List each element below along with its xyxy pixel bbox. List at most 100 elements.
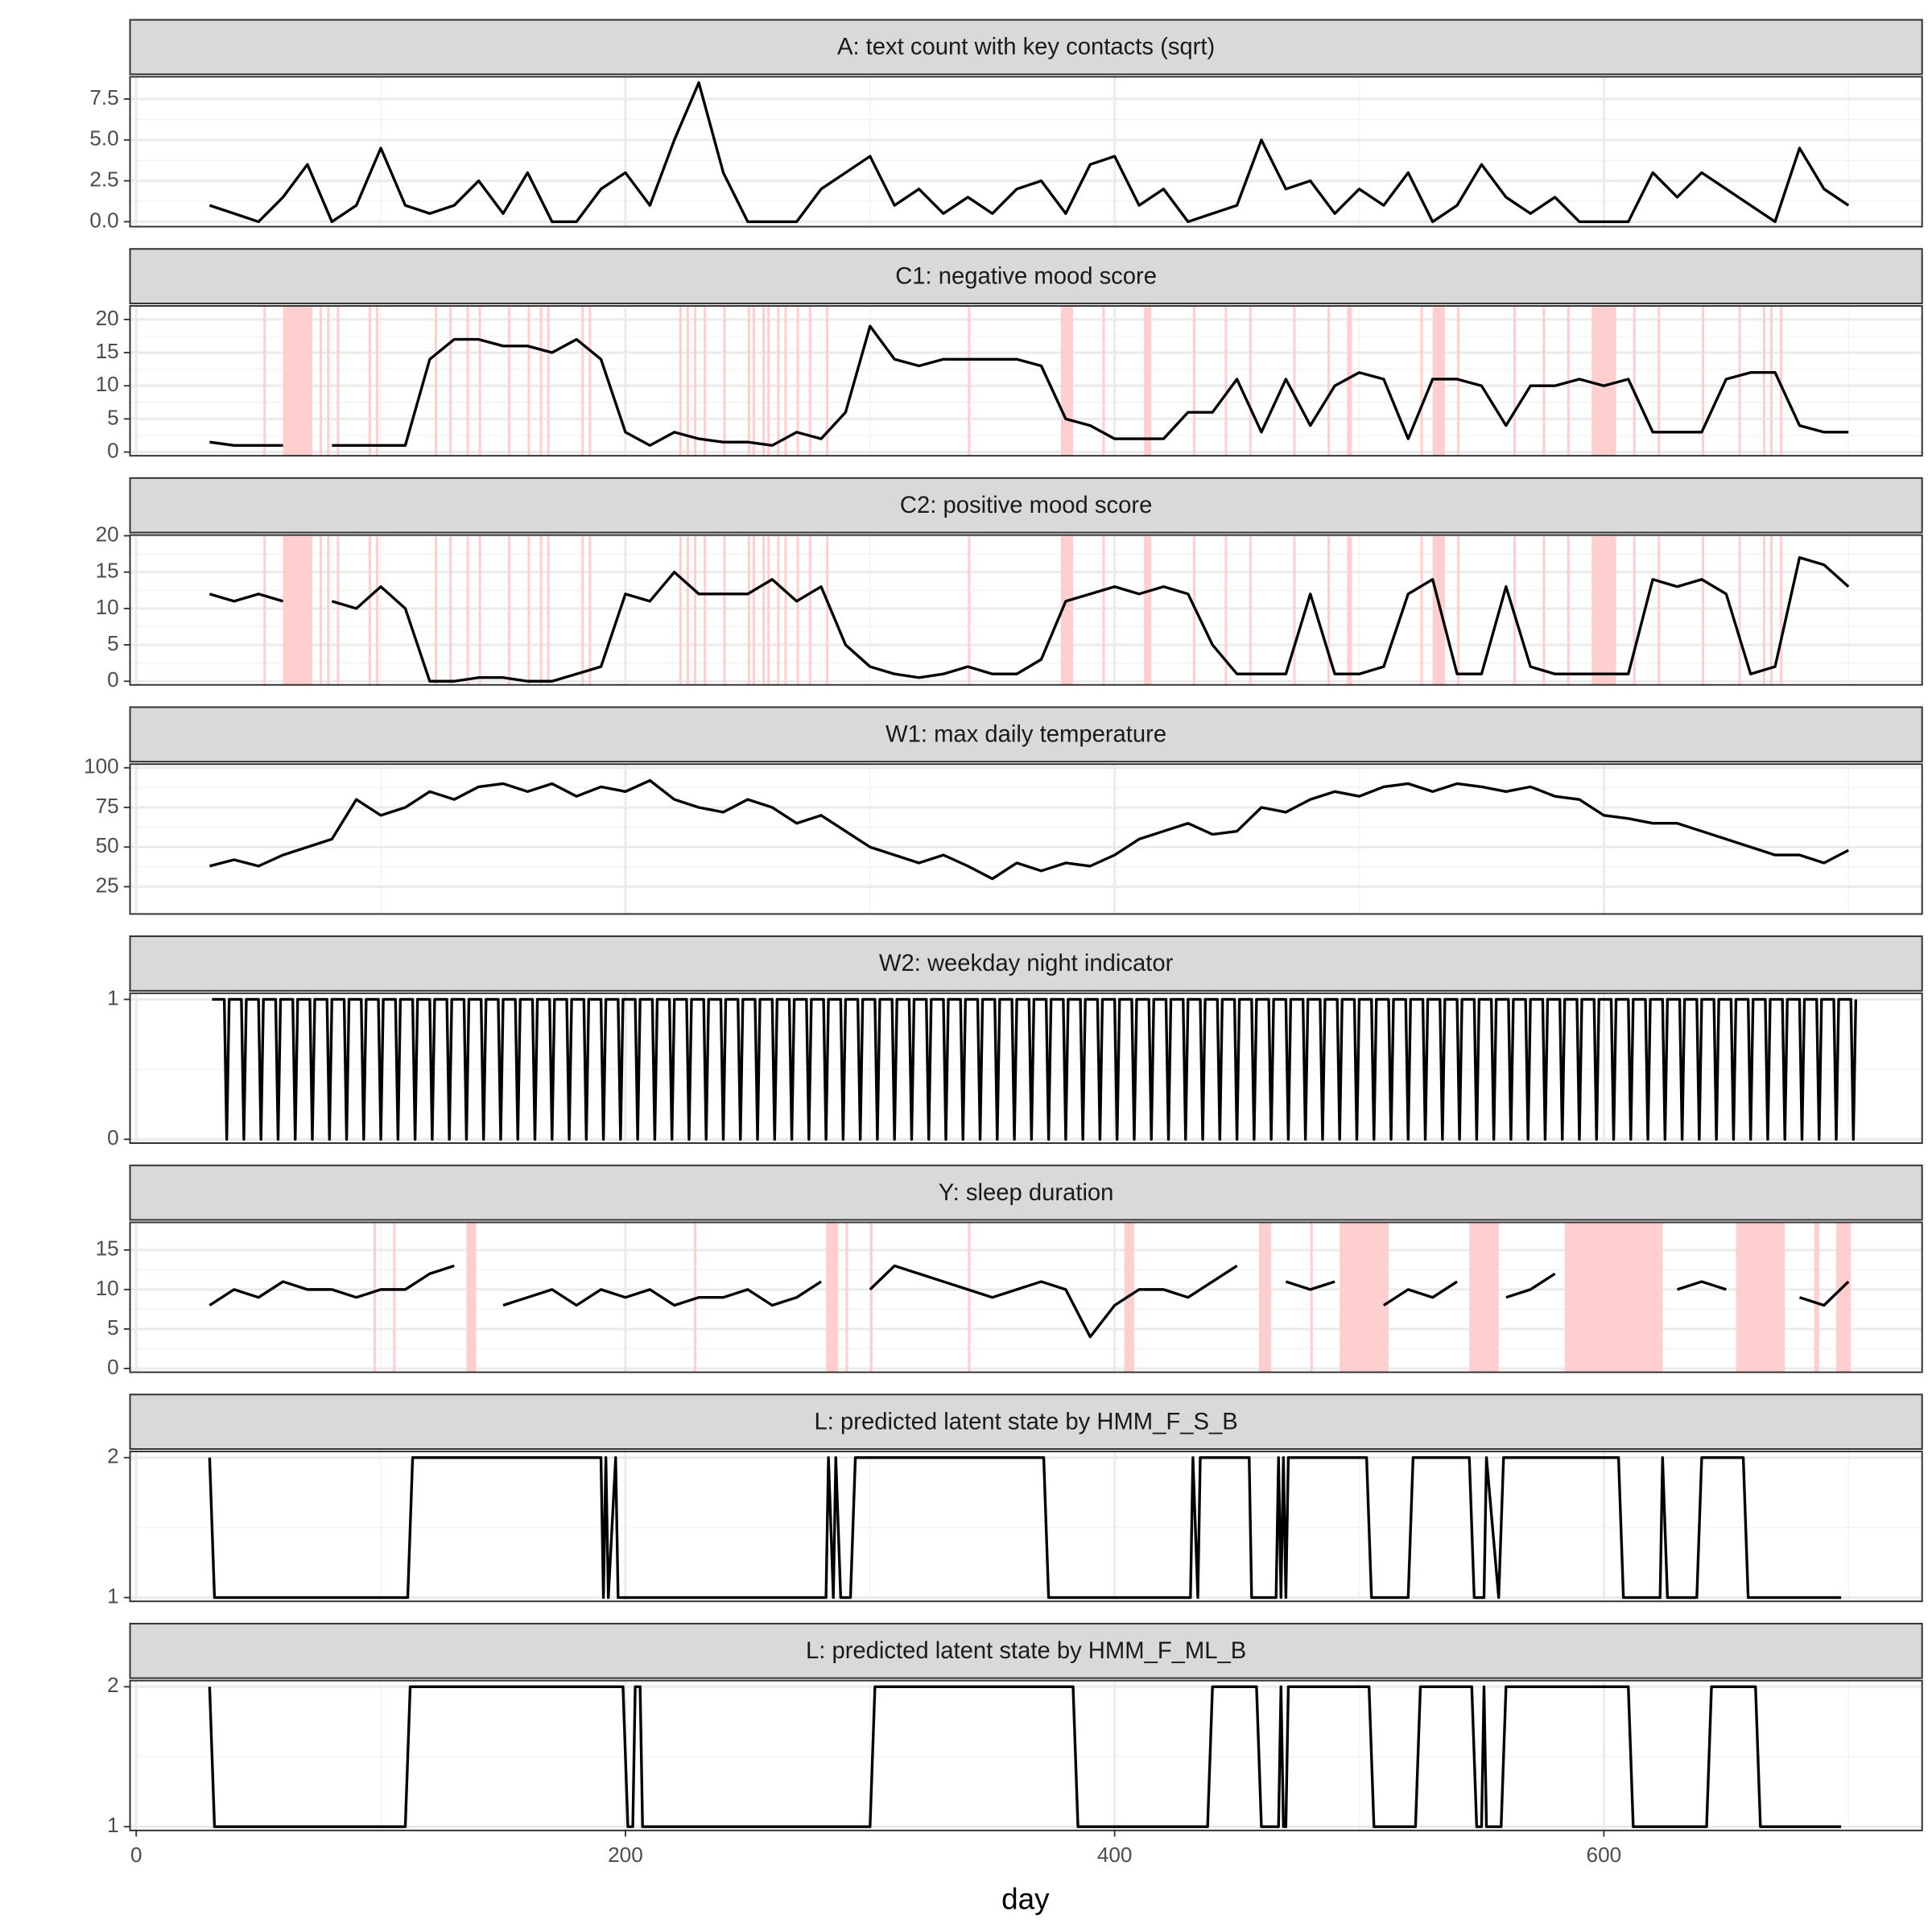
shaded-band bbox=[808, 535, 811, 685]
panel-title: Y: sleep duration bbox=[939, 1180, 1114, 1206]
shaded-band bbox=[1513, 535, 1516, 685]
y-tick-label: 15 bbox=[96, 339, 119, 363]
shaded-band bbox=[1144, 306, 1152, 456]
shaded-band bbox=[1542, 535, 1546, 685]
shaded-band bbox=[368, 306, 371, 456]
shaded-band bbox=[826, 1222, 839, 1373]
shaded-band bbox=[1633, 306, 1636, 456]
strip bbox=[129, 477, 1923, 534]
shaded-band bbox=[478, 535, 481, 685]
shaded-band bbox=[1310, 1222, 1313, 1373]
panel-border bbox=[129, 534, 1923, 686]
shaded-band bbox=[747, 535, 750, 685]
shaded-band bbox=[808, 306, 811, 456]
shaded-band bbox=[1769, 306, 1773, 456]
shaded-band bbox=[1347, 535, 1352, 685]
shaded-band bbox=[547, 306, 550, 456]
data-line bbox=[208, 778, 1850, 881]
strip bbox=[129, 19, 1923, 76]
shaded-band bbox=[686, 306, 689, 456]
shaded-band bbox=[1102, 306, 1105, 456]
strip bbox=[129, 1164, 1923, 1221]
plot-background bbox=[130, 1451, 1922, 1602]
shaded-band bbox=[1564, 1222, 1663, 1373]
shaded-band bbox=[336, 306, 340, 456]
shaded-band bbox=[434, 306, 437, 456]
strip bbox=[129, 248, 1923, 304]
y-tick-label: 5.0 bbox=[89, 126, 118, 151]
shaded-band bbox=[320, 535, 323, 685]
shaded-band bbox=[466, 1222, 477, 1373]
shaded-band bbox=[1814, 1222, 1819, 1373]
data-line bbox=[208, 1685, 1842, 1828]
y-tick-label: 10 bbox=[96, 1276, 119, 1300]
shaded-band bbox=[466, 306, 469, 456]
panel-title: A: text count with key contacts (sqrt) bbox=[837, 35, 1215, 60]
shaded-band bbox=[1224, 535, 1228, 685]
shaded-band bbox=[1738, 306, 1741, 456]
panel-title: W1: max daily temperature bbox=[886, 722, 1166, 748]
shaded-band bbox=[1457, 535, 1460, 685]
shaded-band bbox=[1633, 535, 1636, 685]
shaded-band bbox=[376, 306, 379, 456]
shaded-band bbox=[762, 535, 766, 685]
shaded-band bbox=[588, 306, 592, 456]
y-tick-label: 2 bbox=[107, 1673, 119, 1697]
shaded-band bbox=[539, 306, 543, 456]
shaded-band bbox=[263, 535, 266, 685]
panel-border bbox=[129, 1679, 1923, 1831]
y-tick-label: 0 bbox=[107, 1125, 119, 1150]
shaded-band bbox=[1102, 535, 1105, 685]
shaded-band bbox=[1293, 306, 1296, 456]
shaded-band bbox=[968, 306, 971, 456]
data-line bbox=[209, 324, 1849, 447]
shaded-band bbox=[1469, 1222, 1499, 1373]
y-tick-label: 1 bbox=[107, 1813, 119, 1837]
y-tick-label: 15 bbox=[96, 1236, 119, 1261]
y-tick-label: 75 bbox=[96, 794, 119, 818]
shaded-band bbox=[777, 306, 780, 456]
plot-background bbox=[130, 535, 1922, 685]
plot-background bbox=[130, 1680, 1922, 1831]
shaded-band bbox=[1420, 535, 1423, 685]
shaded-band bbox=[1762, 306, 1765, 456]
shaded-band bbox=[466, 535, 469, 685]
shaded-band bbox=[327, 535, 330, 685]
shaded-band bbox=[434, 535, 437, 685]
y-tick-label: 10 bbox=[96, 595, 119, 619]
y-tick-label: 1 bbox=[107, 985, 119, 1009]
shaded-band bbox=[784, 535, 787, 685]
shaded-band bbox=[1657, 535, 1661, 685]
shaded-band bbox=[767, 535, 770, 685]
panel-border bbox=[129, 1451, 1923, 1603]
shaded-band bbox=[527, 535, 530, 685]
shaded-band bbox=[826, 306, 829, 456]
shaded-band bbox=[1432, 306, 1445, 456]
x-tick-label: 400 bbox=[1097, 1843, 1133, 1867]
shaded-band bbox=[1701, 306, 1704, 456]
shaded-band bbox=[694, 306, 697, 456]
shaded-band bbox=[1144, 535, 1152, 685]
shaded-band bbox=[1542, 306, 1546, 456]
shaded-band bbox=[968, 535, 971, 685]
panel-border bbox=[129, 76, 1923, 228]
y-tick-label: 5 bbox=[107, 1315, 119, 1340]
shaded-band bbox=[1340, 1222, 1389, 1373]
shaded-band bbox=[723, 535, 726, 685]
shaded-band bbox=[508, 535, 511, 685]
x-tick-label: 0 bbox=[130, 1843, 142, 1867]
plot-background bbox=[130, 764, 1922, 914]
shaded-band bbox=[694, 535, 697, 685]
y-tick-label: 10 bbox=[96, 372, 119, 396]
y-tick-label: 20 bbox=[96, 306, 119, 330]
shaded-band bbox=[283, 306, 313, 456]
shaded-band bbox=[747, 306, 750, 456]
panel-title: C1: negative mood score bbox=[895, 263, 1157, 289]
shaded-band bbox=[336, 535, 340, 685]
y-tick-label: 15 bbox=[96, 559, 119, 583]
y-tick-label: 25 bbox=[96, 873, 119, 897]
shaded-band bbox=[1293, 535, 1296, 685]
shaded-band bbox=[1258, 1222, 1272, 1373]
y-tick-label: 5 bbox=[107, 405, 119, 429]
